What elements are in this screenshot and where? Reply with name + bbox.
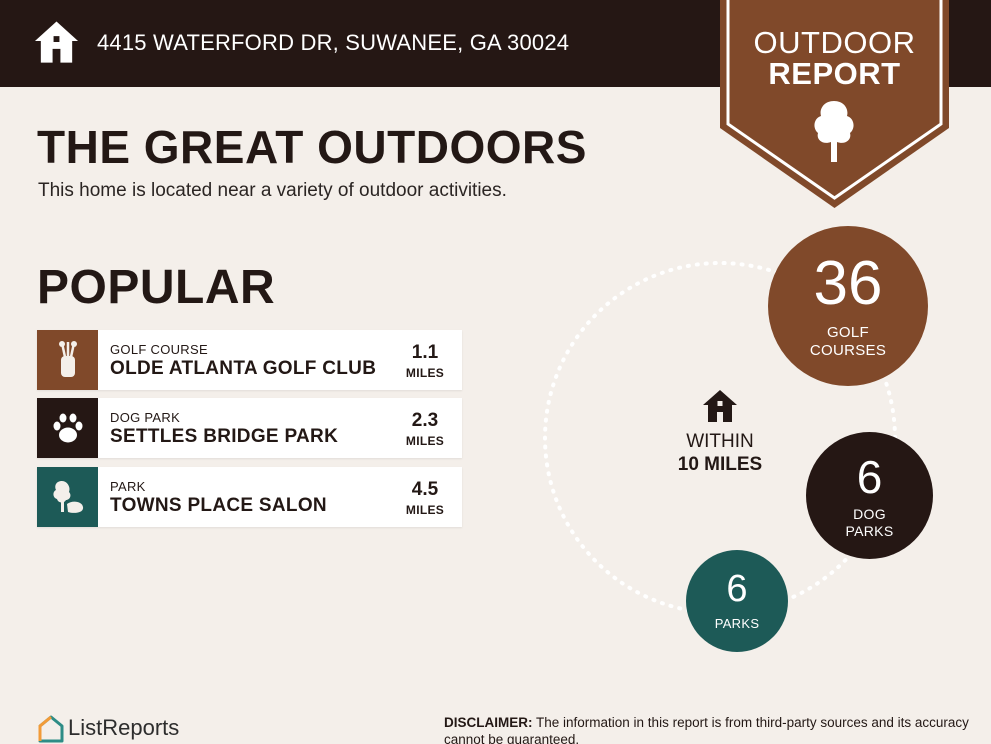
dog-parks-count-bubble: 6 DOG PARKS xyxy=(806,432,933,559)
listreports-logo-icon[interactable] xyxy=(36,714,66,744)
popular-item-golf[interactable]: GOLF COURSE OLDE ATLANTA GOLF CLUB 1.1 M… xyxy=(37,330,462,390)
popular-item-park[interactable]: PARK TOWNS PLACE SALON 4.5 MILES xyxy=(37,467,462,527)
popular-heading: POPULAR xyxy=(37,261,276,314)
radius-label-line1: WITHIN xyxy=(686,431,754,452)
popular-item-dog-park[interactable]: DOG PARK SETTLES BRIDGE PARK 2.3 MILES xyxy=(37,398,462,458)
radius-label-line2: 10 MILES xyxy=(677,454,763,475)
disclaimer-label: DISCLAIMER: xyxy=(444,715,533,730)
item-distance: 2.3 xyxy=(411,410,439,431)
item-category: GOLF COURSE xyxy=(110,342,208,357)
park-tree-icon xyxy=(37,467,98,527)
badge-title: OUTDOOR REPORT xyxy=(716,27,953,89)
paw-icon xyxy=(37,398,98,458)
disclaimer-text: The information in this report is from t… xyxy=(444,715,969,744)
badge-title-line2: REPORT xyxy=(768,56,901,91)
brand-name[interactable]: ListReports xyxy=(68,715,180,740)
item-distance-unit: MILES xyxy=(405,434,445,448)
radius-label: WITHIN 10 MILES xyxy=(650,430,790,476)
property-address: 4415 WATERFORD DR, SUWANEE, GA 30024 xyxy=(97,30,570,55)
item-distance-unit: MILES xyxy=(405,366,445,380)
item-category: DOG PARK xyxy=(110,410,181,425)
parks-count: 6 xyxy=(726,568,748,610)
item-name: SETTLES BRIDGE PARK xyxy=(110,426,339,447)
item-name: OLDE ATLANTA GOLF CLUB xyxy=(110,358,377,379)
item-category: PARK xyxy=(110,479,146,494)
disclaimer: DISCLAIMER: The information in this repo… xyxy=(444,714,984,744)
golf-courses-label-line1: GOLF xyxy=(826,324,870,341)
item-distance: 4.5 xyxy=(411,479,439,500)
page-title: THE GREAT OUTDOORS xyxy=(37,121,587,173)
page-subtitle: This home is located near a variety of o… xyxy=(38,180,507,201)
golf-courses-count-bubble: 36 GOLF COURSES xyxy=(768,226,928,386)
golf-courses-label-line2: COURSES xyxy=(809,342,887,359)
item-distance-unit: MILES xyxy=(405,503,445,517)
parks-label: PARKS xyxy=(714,616,760,631)
tree-icon xyxy=(814,101,854,162)
dog-parks-label-line2: PARKS xyxy=(845,523,894,539)
golf-courses-count: 36 xyxy=(813,249,883,318)
house-icon xyxy=(703,390,737,422)
item-distance: 1.1 xyxy=(411,342,439,363)
parks-count-bubble: 6 PARKS xyxy=(686,550,788,652)
item-name: TOWNS PLACE SALON xyxy=(110,495,327,516)
badge-title-line1: OUTDOOR xyxy=(753,25,916,60)
house-icon xyxy=(34,21,79,63)
dog-parks-count: 6 xyxy=(856,451,883,503)
dog-parks-label-line1: DOG xyxy=(853,506,886,522)
golf-bag-icon xyxy=(37,330,98,390)
